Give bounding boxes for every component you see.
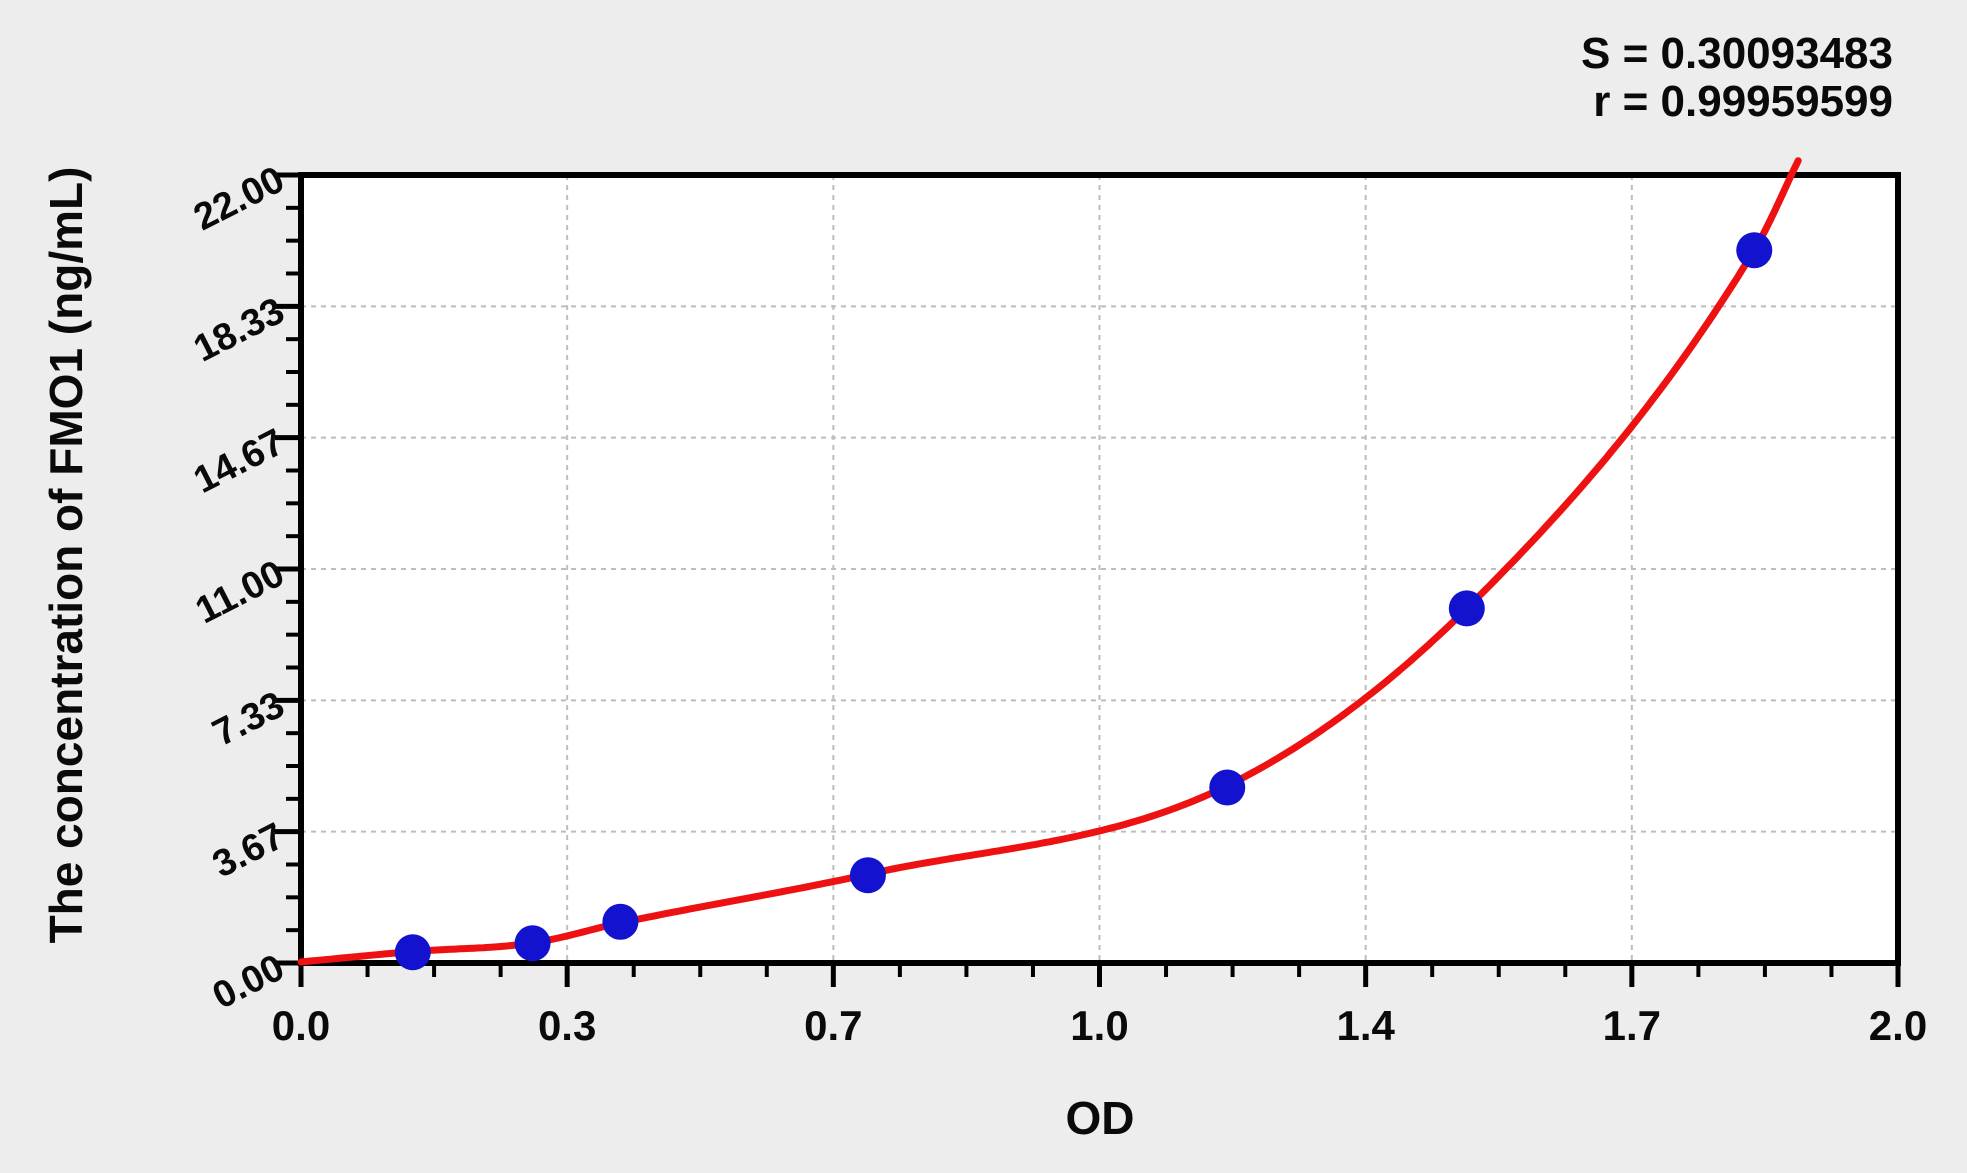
y-tick-label: 7.33 bbox=[206, 684, 291, 755]
data-point bbox=[1736, 232, 1773, 269]
x-tick-label: 1.7 bbox=[1603, 1002, 1661, 1049]
data-point bbox=[514, 925, 551, 962]
x-tick-label: 1.0 bbox=[1070, 1002, 1128, 1049]
x-tick-label: 0.0 bbox=[272, 1002, 330, 1049]
fit-statistics: S = 0.30093483 r = 0.99959599 bbox=[1581, 30, 1893, 125]
stat-s-value: S = 0.30093483 bbox=[1581, 29, 1893, 78]
data-point bbox=[1448, 590, 1485, 627]
data-point bbox=[1209, 769, 1246, 806]
x-tick-label: 1.4 bbox=[1336, 1002, 1395, 1049]
x-tick-label: 0.3 bbox=[538, 1002, 596, 1049]
x-axis-title: OD bbox=[1065, 1092, 1135, 1144]
data-point bbox=[394, 934, 431, 971]
data-point bbox=[602, 903, 639, 940]
y-tick-label: 18.33 bbox=[187, 290, 291, 371]
y-tick-label: 22.00 bbox=[187, 159, 291, 240]
plot-frame bbox=[298, 172, 1901, 966]
data-point bbox=[849, 857, 886, 894]
x-tick-label: 2.0 bbox=[1869, 1002, 1927, 1049]
y-tick-label: 11.00 bbox=[189, 553, 291, 633]
x-tick-label: 0.7 bbox=[804, 1002, 862, 1049]
y-tick-label: 14.67 bbox=[187, 421, 291, 502]
y-tick-label: 3.67 bbox=[206, 815, 291, 886]
stat-r-value: r = 0.99959599 bbox=[1593, 76, 1893, 126]
y-axis-title: The concentration of FMO1 (ng/mL) bbox=[40, 166, 92, 944]
fit-curve bbox=[297, 157, 1802, 966]
